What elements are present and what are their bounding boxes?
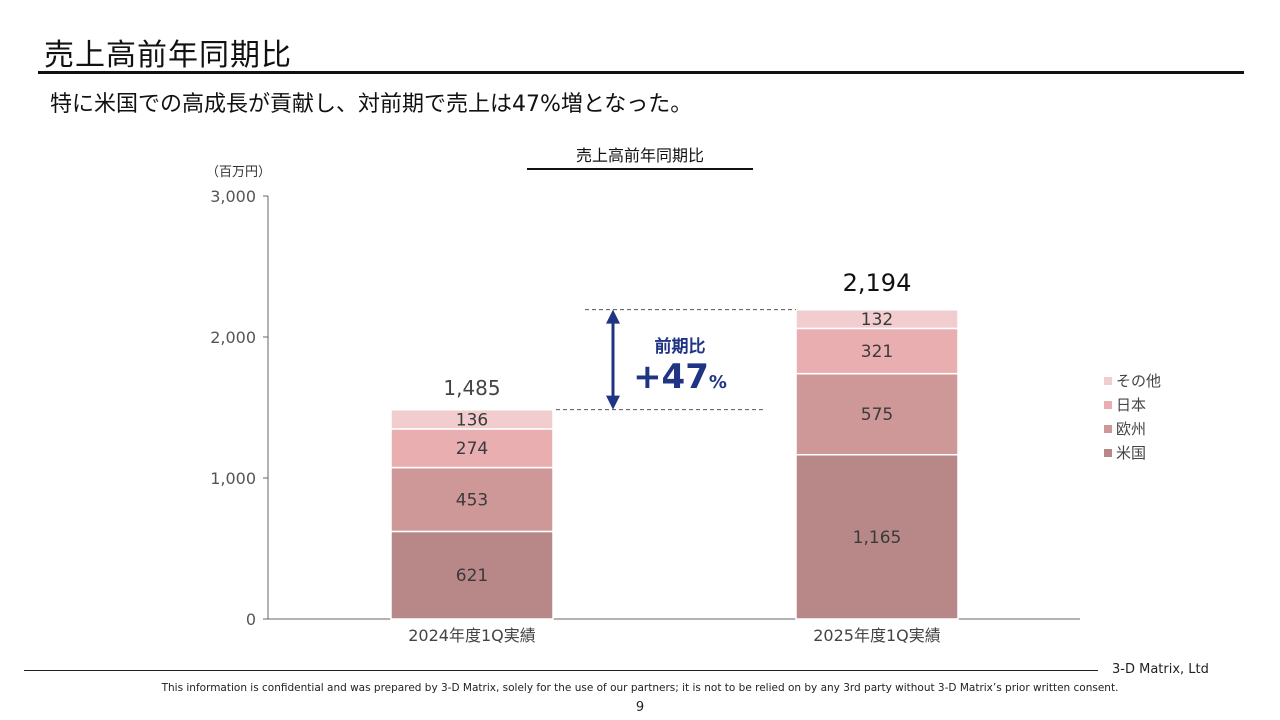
- growth-value: +47%: [633, 357, 727, 397]
- chart-title: 売上高前年同期比: [576, 146, 704, 165]
- legend-swatch: [1104, 425, 1112, 433]
- bar-value-label: 136: [456, 410, 488, 430]
- bar-value-label: 575: [861, 405, 893, 425]
- growth-value-number: +47: [633, 357, 709, 397]
- bar-segment: [795, 453, 959, 620]
- bar-segment: [390, 530, 554, 620]
- y-tick-label: 3,000: [210, 187, 256, 206]
- y-tick-label: 1,000: [210, 469, 256, 488]
- bar-value-label: 453: [456, 491, 488, 511]
- legend-label: その他: [1116, 372, 1161, 390]
- x-tick-label: 2024年度1Q実績: [408, 626, 536, 645]
- bar-segment: [795, 327, 959, 375]
- bar-value-label: 1,165: [853, 528, 902, 548]
- legend-swatch: [1104, 401, 1112, 409]
- footer-divider: [24, 670, 1098, 671]
- growth-arrowhead-down: [606, 395, 620, 410]
- y-tick-label: 2,000: [210, 328, 256, 347]
- legend-label: 欧州: [1116, 420, 1146, 438]
- bar-segment: [795, 372, 959, 456]
- bar-value-label: 321: [861, 342, 893, 362]
- bar-segment: [390, 428, 554, 469]
- bar-total-label: 1,485: [443, 376, 500, 400]
- stacked-bar-chart: 売上高前年同期比 （百万円） 0 1,000 2,000 3,000 621 453 274 13…: [206, 146, 1161, 645]
- slide-subtitle: 特に米国での高成長が貢献し、対前期で売上は47%増となった。: [50, 92, 693, 117]
- growth-label: 前期比: [655, 336, 706, 357]
- growth-arrowhead-up: [606, 309, 620, 324]
- growth-value-suffix: %: [709, 372, 727, 393]
- bar-segment: [390, 409, 554, 430]
- bar-segment: [795, 309, 959, 330]
- unit-label: （百万円）: [206, 165, 271, 180]
- bar-total-label: 2,194: [843, 269, 912, 297]
- x-tick-label: 2025年度1Q実績: [813, 626, 941, 645]
- company-name: 3-D Matrix, Ltd: [1112, 662, 1209, 677]
- bar-segment: [390, 466, 554, 533]
- bar-value-label: 132: [861, 310, 893, 330]
- legend-label: 日本: [1116, 396, 1146, 414]
- y-tick-label: 0: [246, 610, 256, 629]
- legend-label: 米国: [1116, 444, 1146, 462]
- title-divider: [38, 71, 1244, 74]
- bar-value-label: 621: [456, 566, 488, 586]
- bar-value-label: 274: [456, 439, 488, 459]
- slide-title: 売上高前年同期比: [44, 38, 292, 73]
- page-number: 9: [635, 700, 645, 715]
- legend-swatch: [1104, 377, 1112, 385]
- legend-swatch: [1104, 449, 1112, 457]
- confidentiality-notice: This information is confidential and was…: [161, 682, 1119, 694]
